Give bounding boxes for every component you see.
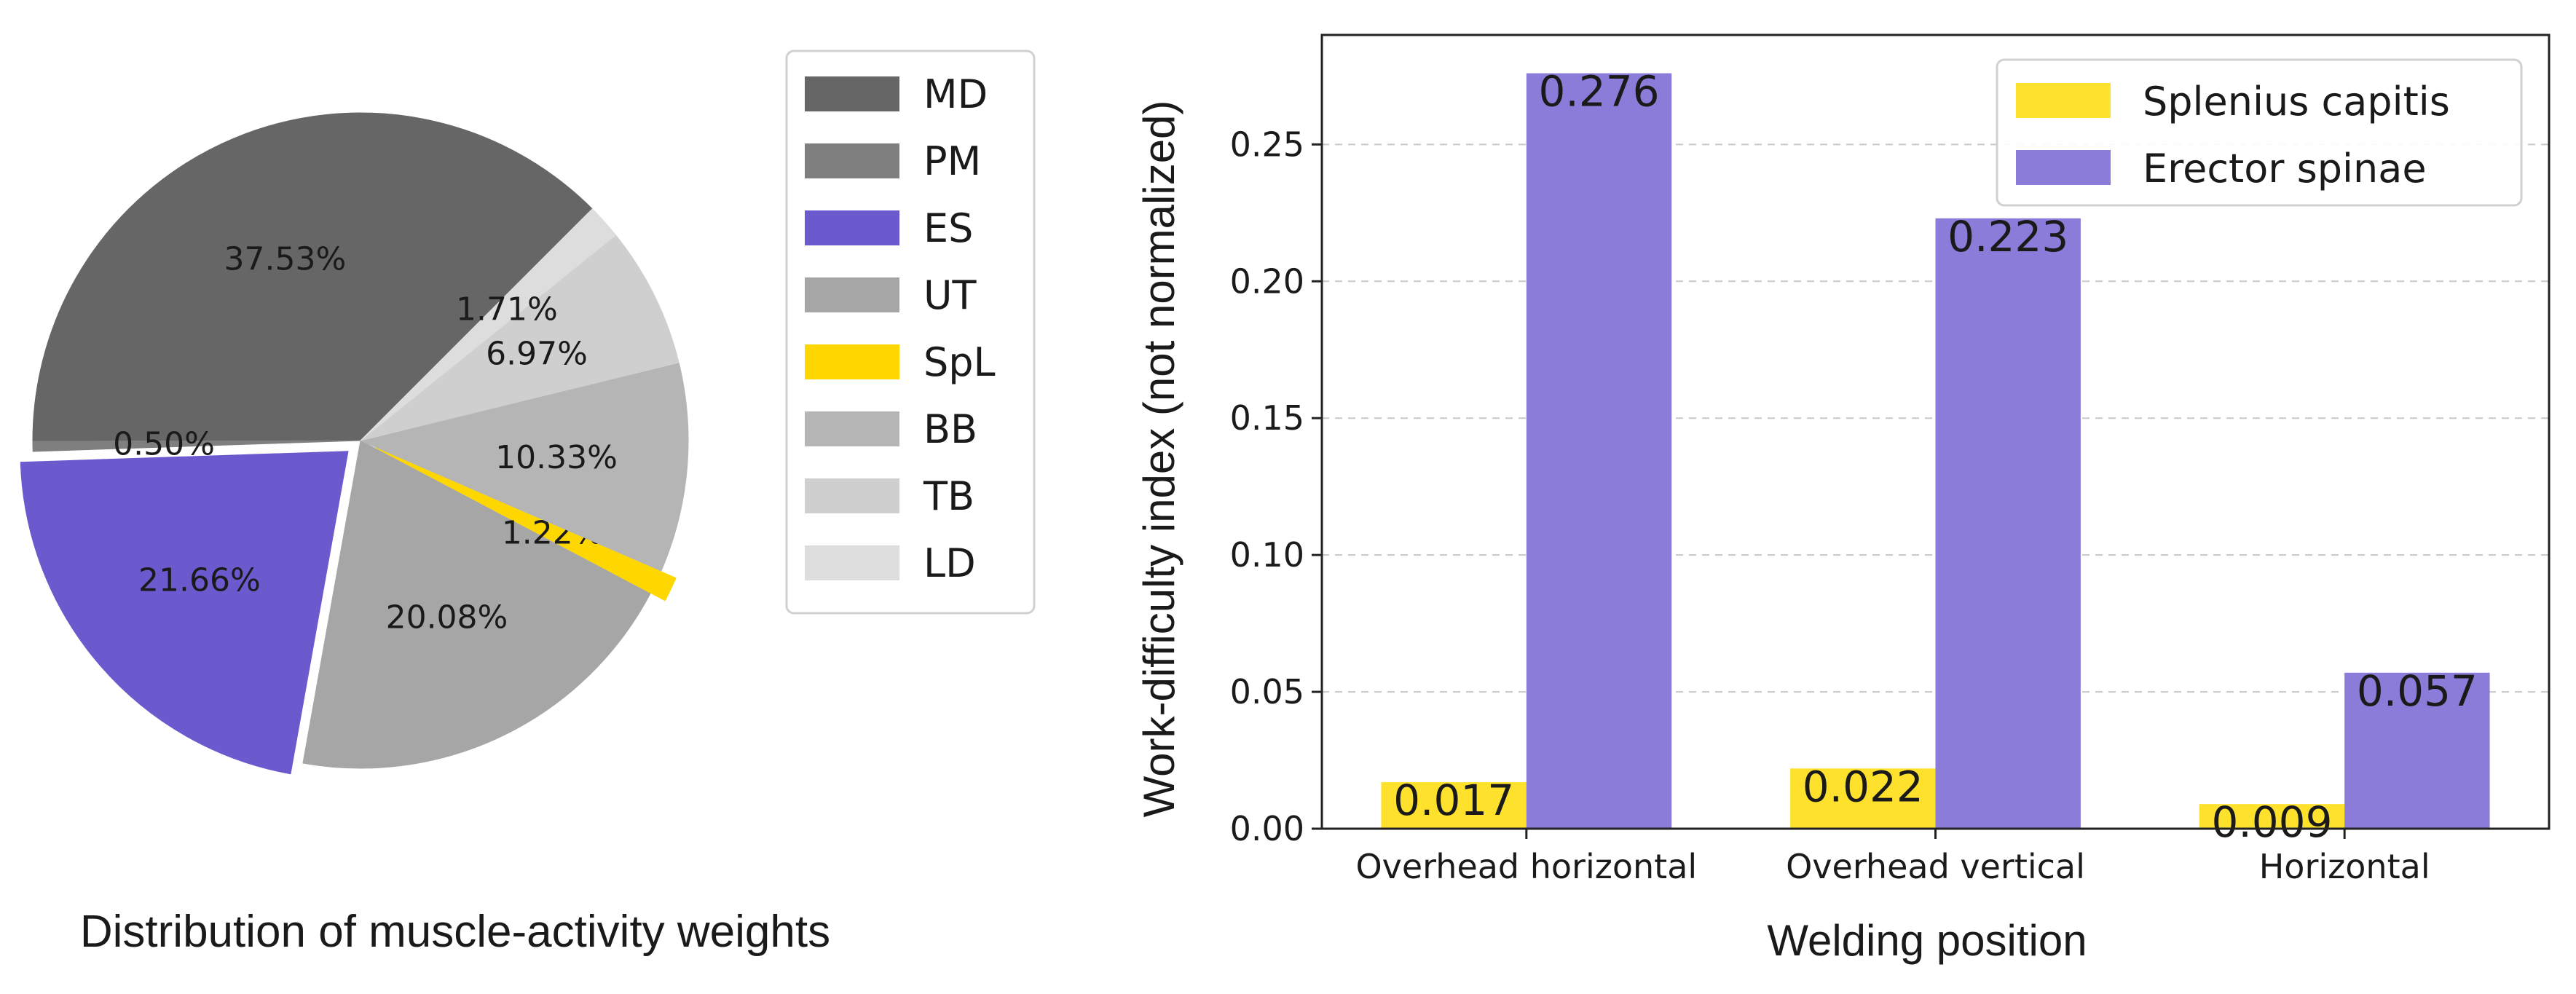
- bar-legend-swatch-erector-spinae: [2016, 150, 2111, 185]
- pie-legend-swatch-md: [805, 76, 899, 111]
- pie-legend-label-spl: SpL: [923, 339, 996, 385]
- pie-legend-label-ld: LD: [923, 540, 976, 586]
- pie-label-ld: 1.71%: [456, 291, 558, 328]
- bar-legend-label-erector-spinae: Erector spinae: [2143, 146, 2427, 192]
- pie-label-es: 21.66%: [138, 561, 261, 599]
- bar-value-label: 0.223: [1947, 212, 2068, 261]
- bar-chart-y-tick-label: 0.05: [1230, 672, 1304, 711]
- pie-legend-swatch-tb: [805, 478, 899, 513]
- pie-legend-label-es: ES: [923, 205, 973, 251]
- pie-slice-md: [32, 112, 593, 442]
- bar-value-label: 0.017: [1393, 776, 1514, 825]
- bar-splenius-capitis-0: [1381, 782, 1527, 829]
- pie-chart: 37.53%0.50%21.66%20.08%1.22%10.33%6.97%1…: [20, 112, 689, 775]
- bar-legend-frame: [1996, 58, 2523, 207]
- pie-legend: MD PM ES UT SpL BB TB LD: [785, 50, 1036, 615]
- pie-label-md: 37.53%: [224, 241, 347, 278]
- pie-label-tb: 6.97%: [486, 335, 588, 372]
- pie-chart-title: Distribution of muscle-activity weights: [80, 907, 830, 957]
- bar-value-label: 0.009: [2211, 797, 2332, 847]
- bar-value-label: 0.022: [1803, 762, 1923, 811]
- pie-legend-swatch-es: [805, 210, 899, 245]
- pie-legend-swatch-pm: [805, 143, 899, 178]
- pie-legend-label-tb: TB: [923, 473, 974, 519]
- bar-value-label: 0.057: [2357, 666, 2478, 716]
- bar-chart-y-tick-label: 0.25: [1230, 125, 1304, 164]
- bar-chart-x-axis-label: Welding position: [1767, 916, 2087, 965]
- pie-slice-spl: [375, 447, 677, 601]
- pie-legend-label-md: MD: [923, 71, 988, 117]
- pie-slice-ut: [302, 440, 651, 769]
- bar-chart-y-tick-label: 0.10: [1230, 535, 1304, 575]
- pie-slice-tb: [360, 234, 680, 441]
- pie-slice-ld: [360, 208, 617, 441]
- bar-chart-y-tick-label: 0.15: [1230, 398, 1304, 438]
- pie-legend-swatch-bb: [805, 411, 899, 446]
- bar-chart-x-tick-label: Overhead horizontal: [1355, 847, 1697, 886]
- pie-slice-bb: [359, 362, 689, 572]
- pie-legend-swatch-ld: [805, 545, 899, 580]
- bar-chart: 0.00 0.05 0.10 0.15 0.20 0.25 0.017 0.276 Overhe…: [1230, 33, 2551, 886]
- pie-slice-pm: [32, 440, 361, 452]
- pie-legend-frame: [785, 50, 1036, 615]
- bar-legend-label-splenius-capitis: Splenius capitis: [2143, 79, 2450, 125]
- pie-legend-label-bb: BB: [923, 406, 977, 452]
- bar-erector-spinae-2: [2344, 672, 2490, 829]
- pie-label-ut: 20.08%: [386, 599, 508, 636]
- pie-legend-swatch-ut: [805, 277, 899, 312]
- pie-legend-label-pm: PM: [923, 138, 981, 184]
- bar-chart-y-axis-label: Work-difficulty index (not normalized): [1135, 100, 1183, 818]
- bar-chart-x-tick-label: Horizontal: [2259, 847, 2430, 886]
- bar-chart-y-tick-label: 0.20: [1230, 261, 1304, 301]
- pie-legend-label-ut: UT: [923, 272, 977, 318]
- bar-erector-spinae-0: [1526, 73, 1672, 829]
- bar-splenius-capitis-2: [2199, 804, 2345, 829]
- bar-chart-axes-frame: [1320, 33, 2551, 830]
- pie-legend-swatch-spl: [805, 344, 899, 379]
- bar-value-label: 0.276: [1539, 67, 1660, 117]
- bar-splenius-capitis-1: [1790, 768, 1936, 829]
- bar-chart-y-tick-label: 0.00: [1230, 809, 1304, 848]
- pie-label-bb: 10.33%: [495, 439, 618, 476]
- bar-legend-swatch-splenius-capitis: [2016, 83, 2111, 118]
- pie-slice-es: [20, 451, 349, 775]
- bar-erector-spinae-1: [1935, 218, 2081, 829]
- bar-chart-x-tick-label: Overhead vertical: [1786, 847, 2085, 886]
